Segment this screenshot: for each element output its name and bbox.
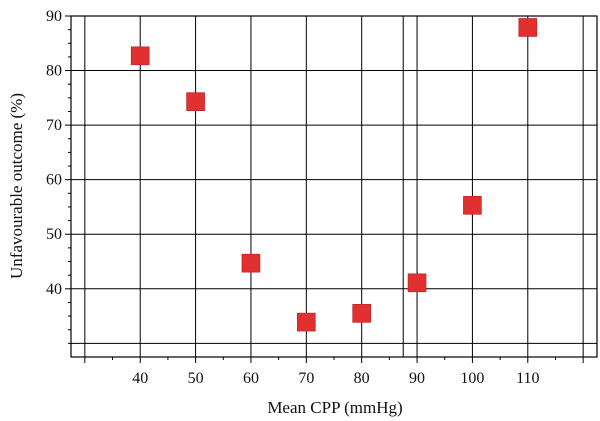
- data-point: [463, 196, 482, 215]
- data-point: [352, 304, 371, 323]
- y-tick-label: 80: [46, 63, 62, 80]
- grid: [71, 15, 597, 357]
- data-points: [130, 18, 538, 332]
- x-tick-label: 110: [516, 370, 539, 387]
- data-point: [407, 273, 427, 293]
- x-tick-label: 70: [298, 370, 314, 387]
- data-point: [241, 253, 261, 273]
- y-tick-label: 40: [46, 281, 62, 298]
- data-point: [297, 312, 316, 332]
- data-point: [186, 92, 205, 111]
- data-point: [518, 18, 538, 37]
- x-tick-label: 40: [132, 370, 148, 387]
- x-tick-label: 100: [460, 370, 484, 387]
- x-tick-label: 50: [188, 370, 204, 387]
- x-axis-title: Mean CPP (mmHg): [267, 398, 402, 417]
- x-tick-label: 60: [243, 370, 259, 387]
- plot-frame: [70, 15, 598, 358]
- y-axis-title: Unfavourable outcome (%): [7, 93, 26, 279]
- data-point: [130, 46, 150, 66]
- y-tick-label: 70: [46, 117, 62, 134]
- axes: [70, 15, 598, 358]
- y-tick-label: 90: [46, 8, 62, 25]
- y-tick-label: 60: [46, 172, 62, 189]
- y-tick-label: 50: [46, 226, 62, 243]
- x-tick-label: 90: [409, 370, 425, 387]
- x-tick-label: 80: [354, 370, 370, 387]
- ticks: 40 50 60 70 80 90 40 50 60 70 80 90 100 110: [46, 8, 584, 387]
